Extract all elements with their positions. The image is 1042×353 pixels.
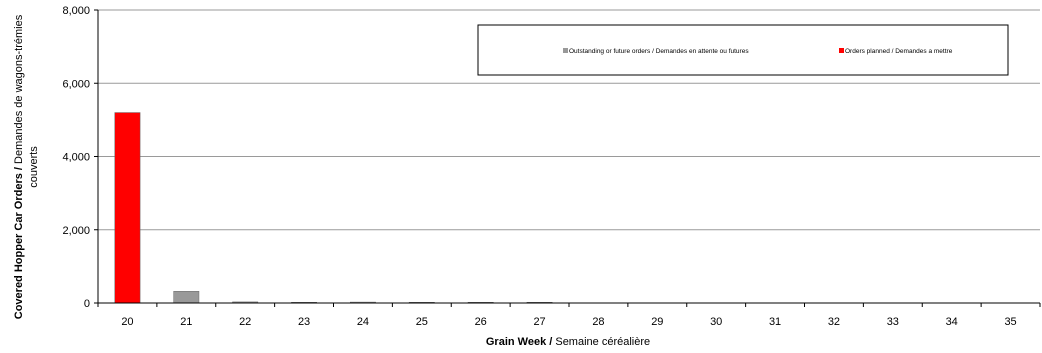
- legend-swatch-planned: [839, 48, 844, 53]
- x-axis-title-rest: Semaine céréalière: [552, 336, 650, 348]
- bars: [114, 112, 553, 304]
- x-tick-label: 21: [180, 316, 192, 328]
- x-tick-label: 32: [828, 316, 840, 328]
- x-tick-label: 23: [298, 316, 310, 328]
- x-tick-label: 20: [121, 316, 133, 328]
- gridlines: [98, 9, 1040, 231]
- x-tick-label: 34: [946, 316, 958, 328]
- y-tick-label: 6,000: [62, 78, 90, 90]
- y-axis-title-bold: Covered Hopper Car Orders /: [13, 167, 25, 319]
- x-tick-label: 28: [592, 316, 604, 328]
- x-axis-title-bold: Grain Week /: [486, 336, 552, 348]
- x-tick-label: 29: [651, 316, 663, 328]
- y-axis-ticks: 0 2,000 4,000 6,000 8,000: [62, 5, 98, 310]
- x-tick-label: 25: [416, 316, 428, 328]
- axes: [97, 10, 1040, 304]
- y-tick-label: 0: [84, 298, 90, 310]
- y-tick-label: 8,000: [62, 5, 90, 17]
- legend-swatch-outstanding: [563, 48, 568, 53]
- x-tick-label: 27: [533, 316, 545, 328]
- y-axis-title: Covered Hopper Car Orders / Demandes de …: [13, 14, 25, 319]
- y-tick-label: 4,000: [62, 152, 90, 164]
- legend-label-outstanding: Outstanding or future orders / Demandes …: [569, 48, 749, 55]
- x-tick-label: 24: [357, 316, 369, 328]
- x-tick-label: 26: [475, 316, 487, 328]
- x-axis-title: Grain Week / Semaine céréalière: [486, 336, 650, 348]
- legend-label-planned: Orders planned / Demandes a mettre: [845, 48, 953, 55]
- y-axis-title-rest: Demandes de wagons-trémies: [13, 14, 25, 167]
- x-tick-label: 35: [1004, 316, 1016, 328]
- bar-week-20-series-1: [114, 112, 141, 304]
- x-axis-ticks: 20 21 22 23 24 25 26 27 28 29 30 31 32 33 34 35: [97, 303, 1041, 328]
- x-tick-label: 33: [887, 316, 899, 328]
- legend: Outstanding or future orders / Demandes …: [477, 24, 1009, 76]
- x-tick-label: 30: [710, 316, 722, 328]
- x-tick-label: 31: [769, 316, 781, 328]
- y-axis-title-line2: couverts: [28, 146, 40, 188]
- y-tick-label: 2,000: [62, 225, 90, 237]
- x-tick-label: 22: [239, 316, 251, 328]
- bar-week-21-series-0: [173, 291, 200, 304]
